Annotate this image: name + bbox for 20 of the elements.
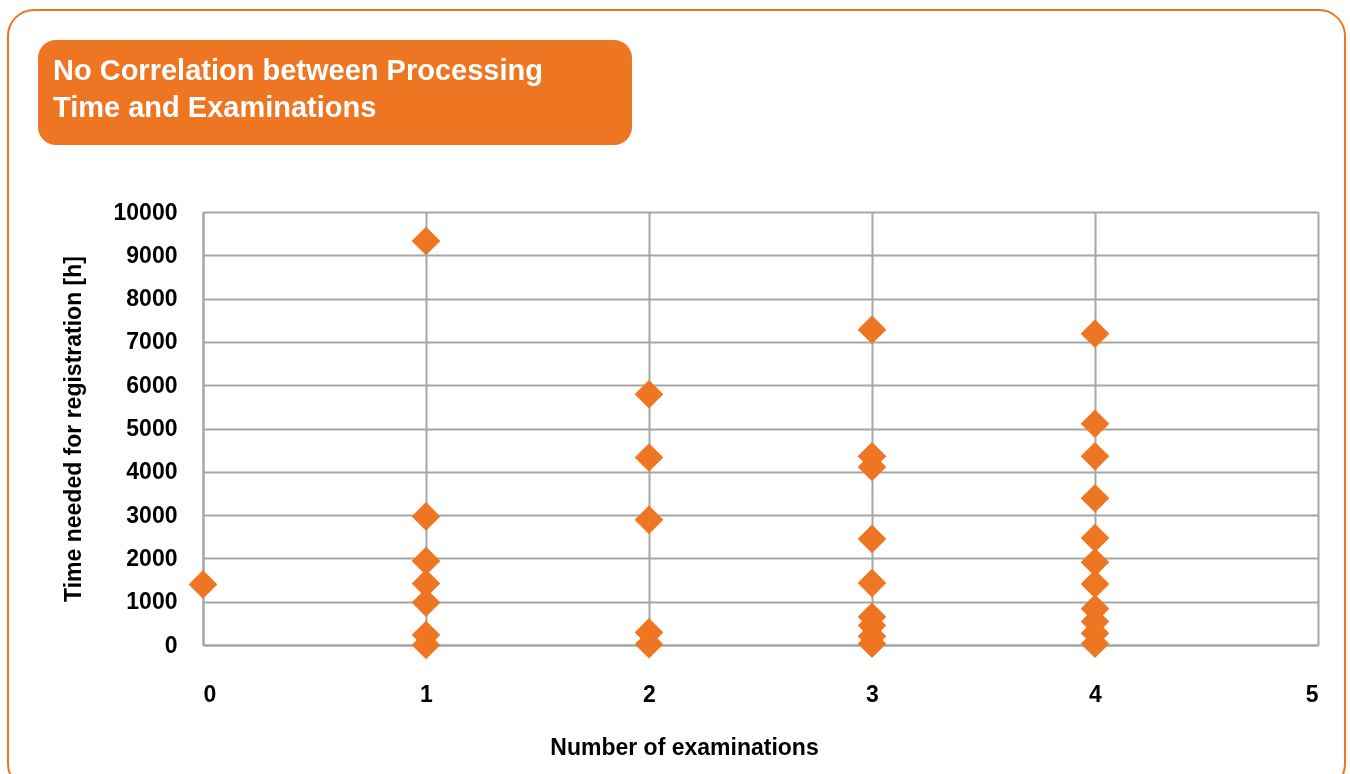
y-tick-label: 7000 <box>126 328 178 355</box>
x-tick-label: 5 <box>1305 680 1319 707</box>
y-tick-label: 8000 <box>126 285 178 312</box>
x-axis-title: Number of examinations <box>550 733 819 760</box>
x-tick-label: 2 <box>643 680 656 707</box>
y-axis-title: Time needed for registration [h] <box>59 256 86 602</box>
y-tick-label: 4000 <box>126 458 178 485</box>
x-tick-label: 1 <box>420 680 434 707</box>
y-tick-label: 9000 <box>126 241 178 268</box>
y-tick-label: 6000 <box>126 371 178 398</box>
y-tick-label: 1000 <box>126 588 178 615</box>
y-tick-label: 5000 <box>126 415 178 441</box>
y-tick-label: 0 <box>164 631 178 658</box>
chart-title: No Correlation between Processing Time and Examinations <box>53 54 543 123</box>
y-tick-label: 10000 <box>113 198 178 225</box>
y-tick-label: 3000 <box>126 501 178 528</box>
x-tick-label: 4 <box>1089 680 1103 707</box>
y-tick-label: 2000 <box>126 544 178 571</box>
x-tick-label: 0 <box>203 680 217 707</box>
x-tick-label: 3 <box>866 680 879 707</box>
